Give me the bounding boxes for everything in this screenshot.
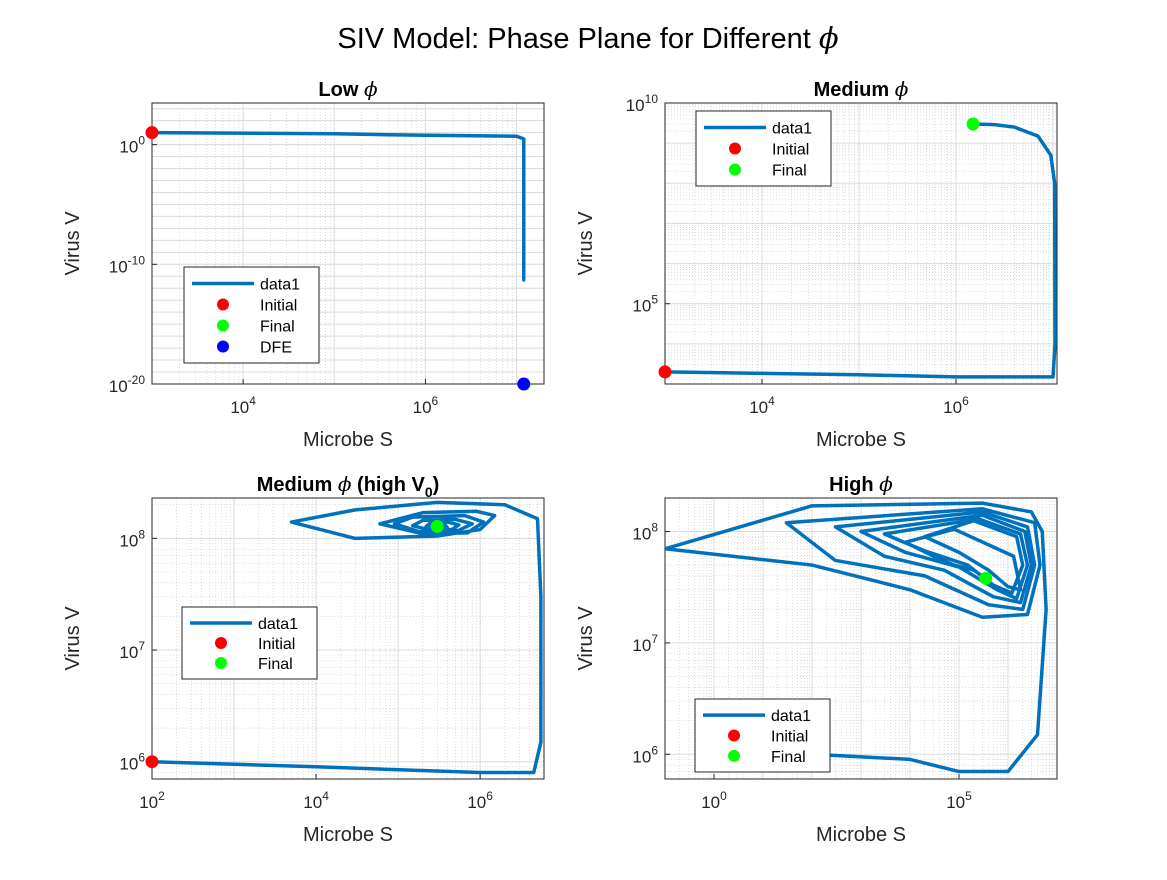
legend-box bbox=[695, 110, 832, 187]
y-axis-label: Virus V bbox=[575, 211, 597, 276]
series-line-data1 bbox=[665, 122, 1057, 379]
legend-dfe-swatch bbox=[217, 340, 229, 353]
y-axis-label: Virus V bbox=[62, 211, 84, 276]
legend: data1 Initial Final bbox=[695, 110, 832, 187]
subplot-1: 104 106 10-20 10-10 100 Microbe S Virus V Low ϕ… bbox=[62, 77, 545, 451]
x-axis-label: Microbe S bbox=[303, 824, 393, 846]
x-tick-label: 104 bbox=[749, 394, 775, 417]
legend-label: Final bbox=[772, 163, 807, 180]
y-tick-label: 107 bbox=[119, 639, 145, 662]
grid-lines bbox=[665, 103, 1057, 384]
y-tick-label: 105 bbox=[632, 293, 658, 316]
legend-label: DFE bbox=[260, 340, 292, 357]
legend-label: data1 bbox=[771, 708, 811, 725]
y-tick-label: 106 bbox=[119, 751, 145, 774]
x-tick-label: 104 bbox=[303, 789, 329, 812]
x-tick-label: 105 bbox=[946, 789, 972, 812]
legend-label: Final bbox=[258, 656, 293, 673]
x-tick-label: 106 bbox=[413, 394, 439, 417]
legend-initial-swatch bbox=[217, 298, 229, 311]
legend-label: Final bbox=[260, 319, 295, 336]
y-tick-label: 108 bbox=[632, 521, 658, 544]
legend-initial-swatch bbox=[729, 142, 741, 155]
figure-title-symbol: ϕ bbox=[819, 21, 839, 55]
y-tick-label: 100 bbox=[119, 134, 145, 157]
y-tick-label: 10-20 bbox=[109, 373, 146, 396]
y-tick-label: 107 bbox=[632, 632, 658, 655]
legend-label: data1 bbox=[772, 121, 812, 138]
legend-label: data1 bbox=[258, 616, 298, 633]
figure-title: SIV Model: Phase Plane for Different ϕ bbox=[337, 21, 838, 55]
y-tick-label: 1010 bbox=[626, 92, 659, 115]
legend-label: Initial bbox=[772, 142, 809, 159]
legend-label: Initial bbox=[771, 729, 808, 746]
subplot-title: High ϕ bbox=[829, 472, 893, 496]
x-tick-label: 102 bbox=[139, 789, 165, 812]
final-point-marker bbox=[979, 571, 993, 585]
subplot-grid: 104 106 10-20 10-10 100 Microbe S Virus V Low ϕ… bbox=[62, 77, 1058, 846]
legend-final-swatch bbox=[728, 749, 740, 762]
subplot-title: Low ϕ bbox=[318, 77, 378, 101]
legend: data1 Initial Final DFE bbox=[183, 266, 320, 364]
legend-label: data1 bbox=[260, 277, 300, 294]
subplot-title: Medium ϕ (high V0) bbox=[257, 472, 440, 500]
x-tick-label: 100 bbox=[701, 789, 727, 812]
subplot-3: 102 104 106 106 107 108 Microbe S Virus V Medium… bbox=[62, 472, 545, 846]
y-tick-label: 106 bbox=[632, 743, 658, 766]
subplot-4: 100 105 106 107 108 Microbe S Virus V High ϕ dat… bbox=[575, 472, 1058, 846]
final-point-marker bbox=[430, 519, 444, 533]
series-line-data1 bbox=[152, 130, 526, 282]
figure-title-text: SIV Model: Phase Plane for Different bbox=[337, 23, 818, 55]
legend-label: Initial bbox=[258, 636, 295, 653]
legend: data1 Initial Final bbox=[694, 698, 831, 773]
y-axis-label: Virus V bbox=[62, 606, 84, 671]
series-line-data1 bbox=[152, 500, 543, 775]
series-line-data1 bbox=[665, 501, 1048, 774]
axes-box bbox=[664, 102, 1058, 385]
x-axis-label: Microbe S bbox=[303, 429, 393, 451]
dfe-point-marker bbox=[517, 377, 531, 391]
y-tick-label: 10-10 bbox=[109, 253, 146, 276]
y-axis-label: Virus V bbox=[575, 606, 597, 671]
initial-point-marker bbox=[658, 365, 672, 379]
legend-box bbox=[694, 698, 831, 773]
x-axis-label: Microbe S bbox=[816, 824, 906, 846]
legend: data1 Initial Final bbox=[181, 606, 318, 680]
legend-final-swatch bbox=[729, 163, 741, 176]
initial-point-marker bbox=[145, 755, 159, 769]
legend-final-swatch bbox=[215, 657, 227, 669]
legend-initial-swatch bbox=[215, 637, 227, 649]
x-tick-label: 106 bbox=[467, 789, 493, 812]
x-tick-label: 106 bbox=[943, 394, 969, 417]
legend-final-swatch bbox=[217, 319, 229, 332]
subplot-title: Medium ϕ bbox=[814, 77, 909, 101]
grid-lines bbox=[152, 498, 544, 779]
axes-box bbox=[664, 497, 1058, 780]
initial-point-marker bbox=[145, 126, 159, 140]
axes-box bbox=[151, 102, 545, 385]
legend-initial-swatch bbox=[728, 729, 740, 742]
legend-label: Final bbox=[771, 749, 806, 766]
legend-label: Initial bbox=[260, 298, 297, 315]
x-tick-label: 104 bbox=[230, 394, 256, 417]
axes-box bbox=[151, 497, 545, 780]
subplot-2: 104 106 105 1010 Microbe S Virus V Medium ϕ dat… bbox=[575, 77, 1058, 451]
y-tick-label: 108 bbox=[119, 527, 145, 550]
final-point-marker bbox=[966, 117, 980, 131]
legend-box bbox=[181, 606, 318, 680]
x-axis-label: Microbe S bbox=[816, 429, 906, 451]
